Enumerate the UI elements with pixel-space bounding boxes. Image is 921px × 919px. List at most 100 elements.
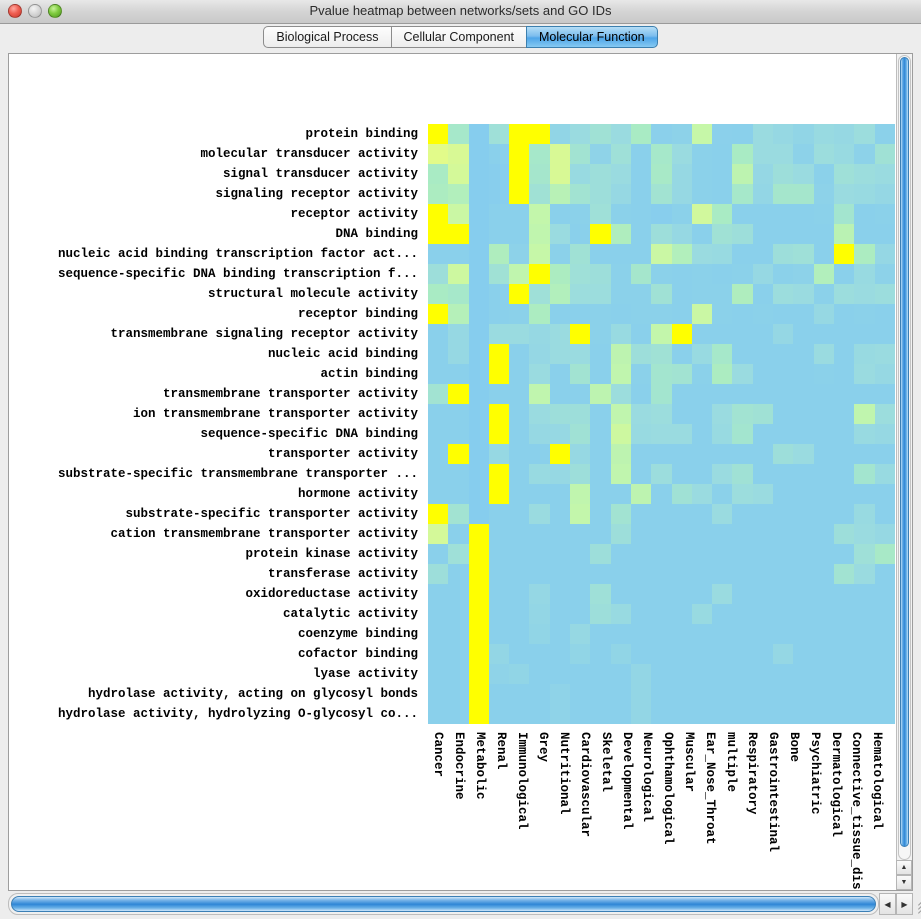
heatmap-cell[interactable] (468, 184, 489, 204)
horizontal-scroll-thumb[interactable] (11, 896, 876, 912)
heatmap-cell[interactable] (793, 484, 814, 504)
heatmap-cell[interactable] (671, 404, 692, 424)
heatmap-cell[interactable] (854, 684, 875, 704)
heatmap-cell[interactable] (468, 384, 489, 404)
heatmap-cell[interactable] (813, 544, 834, 564)
heatmap-cell[interactable] (671, 624, 692, 644)
heatmap-cell[interactable] (874, 444, 895, 464)
heatmap-cell[interactable] (488, 464, 510, 484)
heatmap-cell[interactable] (570, 524, 591, 544)
heatmap-cell[interactable] (874, 344, 895, 364)
heatmap-cell[interactable] (610, 384, 631, 404)
heatmap-cell[interactable] (813, 364, 834, 384)
heatmap-cell[interactable] (691, 424, 713, 444)
heatmap-cell[interactable] (509, 124, 530, 144)
heatmap-cell[interactable] (712, 504, 733, 524)
heatmap-cell[interactable] (752, 484, 774, 504)
heatmap-cell[interactable] (752, 264, 774, 284)
heatmap-cell[interactable] (793, 224, 814, 244)
heatmap-cell[interactable] (773, 144, 794, 164)
heatmap-cell[interactable] (793, 264, 814, 284)
heatmap-cell[interactable] (712, 264, 733, 284)
heatmap-cell[interactable] (529, 344, 550, 364)
heatmap-cell[interactable] (833, 604, 855, 624)
heatmap-cell[interactable] (590, 464, 611, 484)
heatmap-cell[interactable] (488, 704, 510, 724)
heatmap-cell[interactable] (833, 164, 855, 184)
heatmap-cell[interactable] (671, 144, 692, 164)
heatmap-cell[interactable] (590, 304, 611, 324)
heatmap-cell[interactable] (813, 144, 834, 164)
heatmap-cell[interactable] (590, 364, 611, 384)
heatmap-cell[interactable] (793, 344, 814, 364)
heatmap-cell[interactable] (773, 664, 794, 684)
heatmap-cell[interactable] (610, 464, 631, 484)
heatmap-cell[interactable] (752, 604, 774, 624)
heatmap-cell[interactable] (651, 444, 672, 464)
heatmap-cell[interactable] (590, 424, 611, 444)
heatmap-cell[interactable] (428, 544, 449, 564)
heatmap-cell[interactable] (590, 244, 611, 264)
heatmap-cell[interactable] (752, 304, 774, 324)
heatmap-cell[interactable] (671, 504, 692, 524)
heatmap-cell[interactable] (691, 204, 713, 224)
heatmap-cell[interactable] (793, 444, 814, 464)
heatmap-cell[interactable] (833, 364, 855, 384)
heatmap-cell[interactable] (874, 584, 895, 604)
heatmap-cell[interactable] (428, 184, 449, 204)
heatmap-cell[interactable] (813, 504, 834, 524)
heatmap-cell[interactable] (773, 304, 794, 324)
heatmap-cell[interactable] (691, 664, 713, 684)
zoom-button[interactable] (48, 4, 62, 18)
heatmap-cell[interactable] (854, 364, 875, 384)
heatmap-cell[interactable] (549, 504, 571, 524)
heatmap-cell[interactable] (610, 564, 631, 584)
heatmap-cell[interactable] (793, 124, 814, 144)
heatmap-cell[interactable] (732, 484, 753, 504)
heatmap-cell[interactable] (549, 604, 571, 624)
heatmap-cell[interactable] (854, 164, 875, 184)
heatmap-cell[interactable] (752, 124, 774, 144)
heatmap-cell[interactable] (874, 504, 895, 524)
heatmap-cell[interactable] (630, 424, 652, 444)
heatmap-cell[interactable] (752, 444, 774, 464)
heatmap-cell[interactable] (671, 524, 692, 544)
heatmap-cell[interactable] (874, 624, 895, 644)
heatmap-cell[interactable] (590, 384, 611, 404)
heatmap-cell[interactable] (488, 604, 510, 624)
heatmap-cell[interactable] (651, 524, 672, 544)
heatmap-cell[interactable] (590, 484, 611, 504)
heatmap-cell[interactable] (874, 184, 895, 204)
heatmap-cell[interactable] (509, 624, 530, 644)
heatmap-cell[interactable] (833, 464, 855, 484)
heatmap-cell[interactable] (428, 564, 449, 584)
heatmap-cell[interactable] (509, 284, 530, 304)
heatmap-cell[interactable] (610, 604, 631, 624)
heatmap-cell[interactable] (773, 684, 794, 704)
heatmap-cell[interactable] (448, 144, 469, 164)
heatmap-cell[interactable] (468, 344, 489, 364)
heatmap-cell[interactable] (488, 564, 510, 584)
heatmap-cell[interactable] (833, 144, 855, 164)
heatmap-cell[interactable] (428, 424, 449, 444)
heatmap-cell[interactable] (712, 604, 733, 624)
heatmap-cell[interactable] (833, 284, 855, 304)
heatmap-cell[interactable] (671, 664, 692, 684)
heatmap-cell[interactable] (651, 684, 672, 704)
heatmap-cell[interactable] (529, 484, 550, 504)
heatmap[interactable] (428, 124, 895, 724)
heatmap-cell[interactable] (590, 264, 611, 284)
heatmap-cell[interactable] (752, 424, 774, 444)
heatmap-cell[interactable] (833, 344, 855, 364)
heatmap-cell[interactable] (712, 524, 733, 544)
heatmap-cell[interactable] (549, 204, 571, 224)
heatmap-cell[interactable] (874, 684, 895, 704)
heatmap-cell[interactable] (773, 284, 794, 304)
heatmap-cell[interactable] (874, 124, 895, 144)
heatmap-cell[interactable] (448, 204, 469, 224)
heatmap-cell[interactable] (448, 364, 469, 384)
heatmap-cell[interactable] (732, 344, 753, 364)
heatmap-cell[interactable] (529, 264, 550, 284)
heatmap-cell[interactable] (773, 424, 794, 444)
heatmap-cell[interactable] (752, 704, 774, 724)
